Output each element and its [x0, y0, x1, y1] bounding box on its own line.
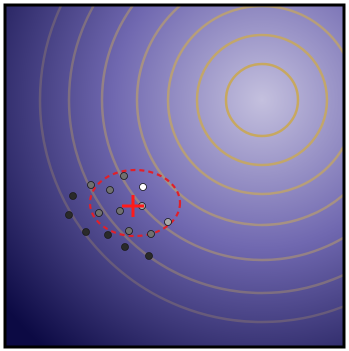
sample-point	[164, 218, 172, 226]
sample-point	[121, 243, 129, 251]
sample-point	[104, 231, 112, 239]
sample-point	[69, 192, 77, 200]
sample-point	[147, 230, 155, 238]
mean-marker-layer	[122, 195, 144, 217]
sample-point	[65, 211, 73, 219]
sample-point	[95, 209, 103, 217]
contour-ring	[38, 6, 343, 324]
contour-ring	[67, 6, 343, 295]
sample-point	[125, 227, 133, 235]
contour-lines	[38, 6, 343, 324]
sample-point	[145, 252, 153, 260]
sample-point	[106, 186, 114, 194]
sample-points	[65, 172, 172, 260]
contour-ring	[100, 6, 343, 262]
sample-point	[87, 181, 95, 189]
covariance-ellipse-layer	[88, 168, 182, 238]
sample-point	[82, 228, 90, 236]
contour-ring	[166, 6, 343, 196]
sample-point	[120, 172, 128, 180]
contour-ring	[135, 6, 343, 227]
contour-ring	[195, 33, 329, 167]
covariance-ellipse	[88, 168, 182, 238]
fitness-landscape	[6, 6, 343, 346]
plot-frame	[3, 3, 346, 349]
sample-point	[139, 183, 147, 191]
contour-ring	[224, 62, 300, 138]
sample-point	[116, 207, 124, 215]
